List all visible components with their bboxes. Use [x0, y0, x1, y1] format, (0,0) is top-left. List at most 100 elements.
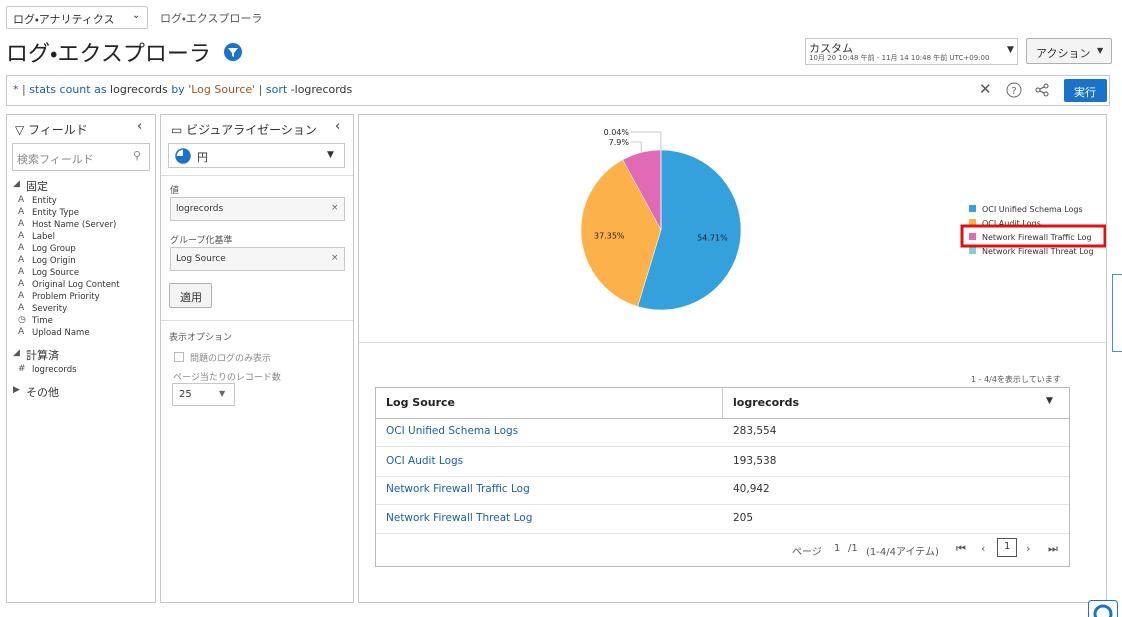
remove[interactable]: ×: [331, 203, 339, 213]
legend-swatch[interactable]: [969, 247, 976, 254]
app-selector-label: ログ・アナリティクス: [13, 13, 115, 26]
fields-panel: ▽ フィールド ‹ 検索フィールド ⚲ ◢ 固定 A Entity A Entity Ty…: [6, 114, 156, 603]
field-item[interactable]: Time: [32, 316, 53, 326]
query-bar[interactable]: * | stats count as logrecords by 'Log So…: [6, 75, 1110, 106]
field-icon: A: [18, 231, 25, 241]
legend-swatch[interactable]: [969, 233, 976, 240]
sort-icon[interactable]: ▼: [1046, 396, 1053, 406]
side-tab[interactable]: [1112, 274, 1122, 352]
cell-link[interactable]: OCI Unified Schema Logs: [386, 425, 519, 437]
cell: 193,538: [733, 455, 777, 467]
filter-icon[interactable]: [223, 42, 243, 62]
pager-current[interactable]: 1: [997, 538, 1017, 557]
chevron: ▼: [1097, 46, 1104, 55]
field-search[interactable]: 検索フィールド ⚲: [12, 143, 150, 171]
pie-slice[interactable]: [637, 149, 742, 311]
field-item[interactable]: Log Group: [32, 244, 76, 254]
cell-link[interactable]: Network Firewall Threat Log: [386, 512, 533, 524]
help-widget[interactable]: [1088, 600, 1118, 617]
query-token: |: [18, 83, 30, 96]
query-token: stats: [29, 83, 57, 96]
pager-nav[interactable]: ›: [1026, 542, 1031, 555]
time-range-label: カスタム: [809, 42, 853, 55]
pager-nav[interactable]: ‹: [981, 542, 986, 555]
search-icon: ⚲: [133, 149, 142, 162]
data-label: 7.9%: [609, 138, 630, 147]
field-item[interactable]: Host Name (Server): [32, 220, 117, 230]
apply-button[interactable]: 適用: [169, 283, 212, 308]
column-divider: [722, 388, 723, 418]
share-icon[interactable]: [1035, 83, 1049, 97]
field-item[interactable]: Severity: [32, 304, 68, 314]
field-group[interactable]: 固定: [26, 180, 48, 193]
viz-panel: ▭ ビジュアライゼーション ‹ 円 ▼ 値 logrecords × グループ化…: [160, 114, 354, 603]
field-item[interactable]: Entity Type: [32, 208, 80, 218]
pie-slice[interactable]: [580, 159, 662, 307]
collapse[interactable]: ‹: [335, 119, 341, 134]
field-item[interactable]: logrecords: [32, 365, 77, 375]
help-icon[interactable]: ?: [1006, 82, 1022, 98]
pager-nav[interactable]: ⏮: [956, 542, 966, 555]
remove[interactable]: ×: [331, 253, 339, 263]
group-toggle[interactable]: ▶: [13, 385, 20, 395]
fields-title: ▽ フィールド: [15, 121, 88, 138]
run-button[interactable]: 実行: [1064, 79, 1107, 102]
group-field[interactable]: Log Source ×: [170, 247, 345, 271]
viz-glyph: ▭: [171, 123, 187, 137]
field-group[interactable]: 計算済: [26, 349, 59, 362]
field-icon: A: [18, 327, 25, 337]
field-item[interactable]: Upload Name: [32, 328, 90, 338]
results-panel: 54.71% 37.35% 7.9% 0.04% OCI Unified Schema …: [358, 114, 1107, 603]
field-icon: A: [18, 243, 25, 253]
group-toggle[interactable]: ◢: [13, 348, 20, 358]
pager-label: ページ: [792, 547, 822, 558]
row-border: [376, 446, 1069, 447]
pager-of: /1: [848, 543, 858, 554]
actions-button[interactable]: アクション ▼: [1026, 38, 1112, 64]
field-item[interactable]: Problem Priority: [32, 292, 100, 302]
query-token: by: [171, 83, 185, 96]
group-toggle[interactable]: ◢: [13, 179, 20, 189]
clear-icon[interactable]: ✕: [979, 80, 992, 98]
checkbox[interactable]: [174, 352, 184, 362]
value-field[interactable]: logrecords ×: [170, 197, 345, 221]
query-token: -logrecords: [287, 83, 353, 96]
legend-label[interactable]: Network Firewall Traffic Log: [982, 233, 1092, 242]
breadcrumb[interactable]: ログ・エクスプローラ: [160, 12, 263, 25]
field-item[interactable]: Label: [32, 232, 55, 242]
legend-label[interactable]: OCI Unified Schema Logs: [982, 205, 1083, 214]
query-token: *: [13, 83, 19, 96]
cell-link[interactable]: OCI Audit Logs: [386, 455, 464, 467]
chart-type-select[interactable]: 円 ▼: [168, 143, 345, 168]
field-icon: A: [18, 255, 25, 265]
apply-label: 適用: [180, 291, 202, 304]
query-token: |: [258, 83, 266, 96]
field-item[interactable]: Log Source: [32, 268, 80, 278]
field-item[interactable]: Entity: [32, 196, 57, 206]
column-header[interactable]: logrecords: [733, 396, 800, 409]
legend-swatch[interactable]: [969, 205, 976, 212]
legend-label[interactable]: OCI Audit Logs: [982, 219, 1041, 228]
collapse[interactable]: ‹: [137, 119, 143, 134]
problem-only-label: 問題のログのみ表示: [190, 354, 272, 364]
field-group[interactable]: その他: [26, 386, 59, 399]
pager-nav[interactable]: ⏭: [1048, 542, 1058, 555]
chart-type: 円: [197, 151, 208, 164]
records-select[interactable]: 25 ▼: [172, 383, 235, 406]
query-token: as: [94, 83, 107, 96]
group-label: グループ化基準: [170, 236, 233, 246]
data-label: 0.04%: [604, 128, 630, 137]
column-header[interactable]: Log Source: [386, 396, 455, 409]
records-label: ページ当たりのレコード数: [173, 373, 281, 383]
field-item[interactable]: Log Origin: [32, 256, 76, 266]
field-icon: A: [18, 219, 25, 229]
query-text[interactable]: * | stats count as logrecords by 'Log So…: [13, 83, 352, 96]
page-title: ログ・エクスプローラ: [6, 42, 211, 67]
field-item[interactable]: Original Log Content: [32, 280, 120, 290]
legend-label[interactable]: Network Firewall Threat Log: [982, 247, 1094, 256]
leader-line: [631, 131, 662, 151]
app-selector[interactable]: ログ・アナリティクス ⌄: [6, 6, 148, 29]
legend-swatch[interactable]: [969, 219, 976, 226]
cell-link[interactable]: Network Firewall Traffic Log: [386, 483, 530, 495]
time-range[interactable]: カスタム 10月 20 10:48 午前 - 11月 14 10:48 午前 U…: [805, 38, 1018, 65]
